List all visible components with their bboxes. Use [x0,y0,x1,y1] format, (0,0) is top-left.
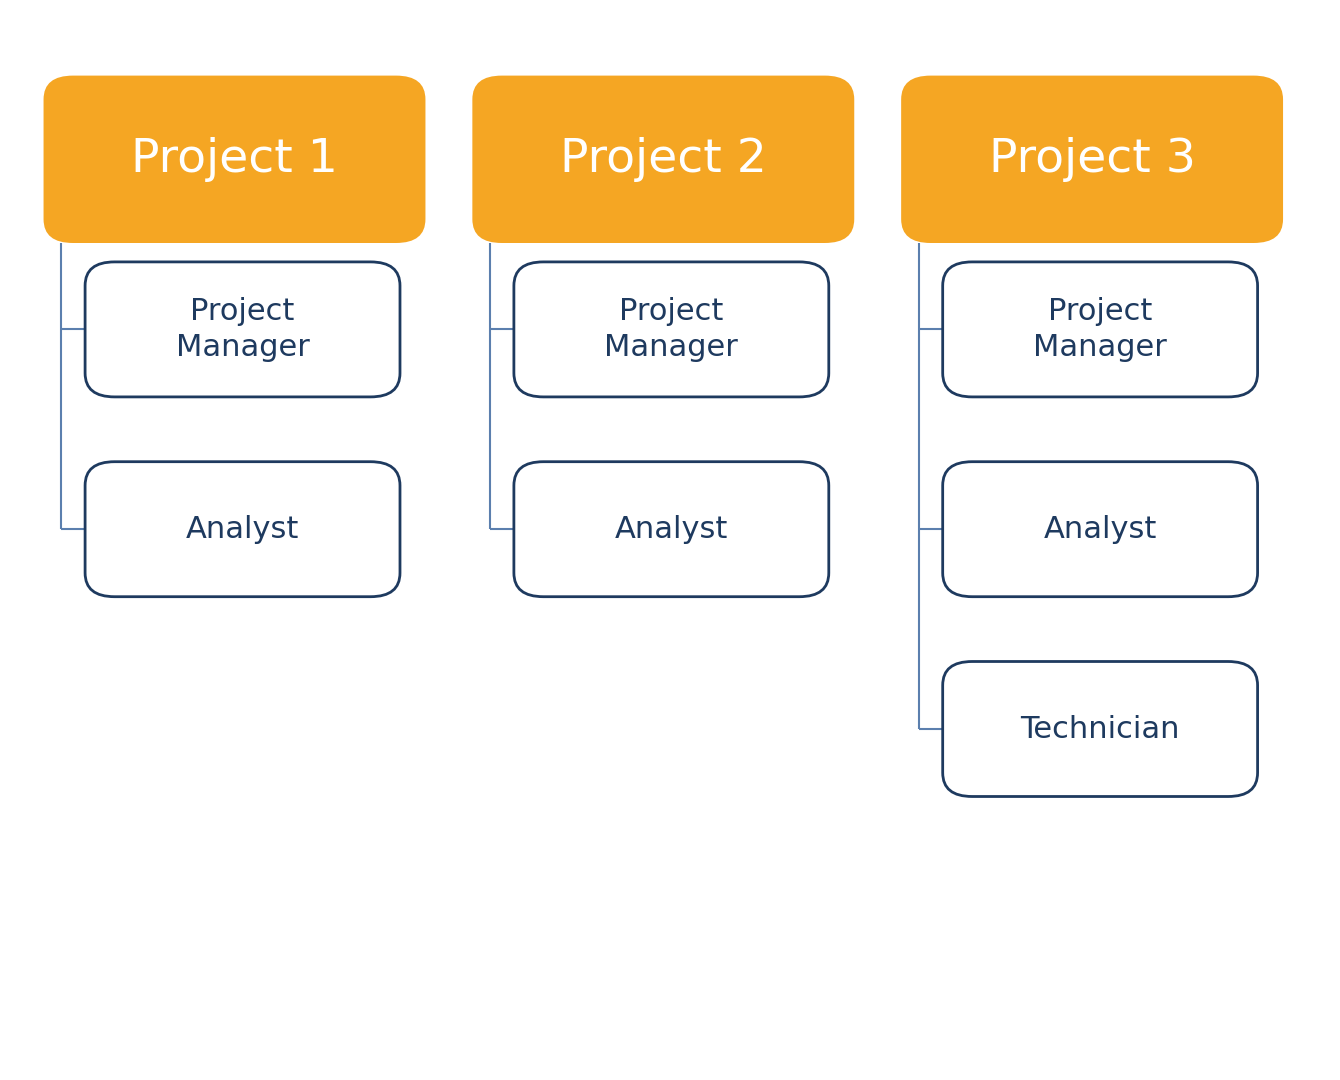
Text: Project
Manager: Project Manager [604,297,738,362]
Text: Technician: Technician [1020,715,1181,743]
FancyBboxPatch shape [900,76,1284,243]
FancyBboxPatch shape [515,262,828,397]
Text: Project
Manager: Project Manager [1033,297,1167,362]
FancyBboxPatch shape [86,462,399,596]
FancyBboxPatch shape [473,76,855,243]
FancyBboxPatch shape [86,262,399,397]
FancyBboxPatch shape [943,462,1257,596]
Text: Project 1: Project 1 [131,137,338,181]
Text: Project
Manager: Project Manager [176,297,310,362]
FancyBboxPatch shape [943,661,1257,797]
Text: Analyst: Analyst [186,515,299,543]
Text: Analyst: Analyst [615,515,728,543]
FancyBboxPatch shape [515,462,828,596]
Text: Analyst: Analyst [1044,515,1156,543]
FancyBboxPatch shape [943,262,1257,397]
Text: Project 3: Project 3 [989,137,1195,181]
FancyBboxPatch shape [43,76,426,243]
Text: Project 2: Project 2 [560,137,766,181]
